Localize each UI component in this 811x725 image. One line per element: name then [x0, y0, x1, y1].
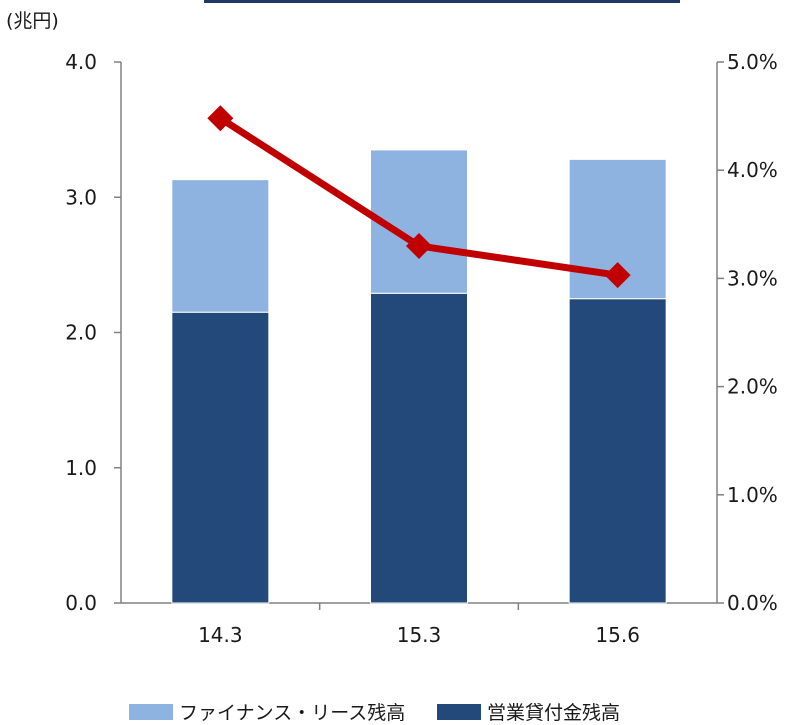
legend-label-operating-loans: 営業貸付金残高: [487, 702, 620, 724]
left-axis-tick-label: 0.0: [65, 591, 97, 615]
right-axis-tick-label: 5.0%: [727, 50, 778, 74]
bar-finance-lease: [568, 158, 667, 300]
left-axis-tick-label: 3.0: [65, 185, 97, 209]
bar-finance-lease: [171, 179, 270, 313]
bar-series-group: [171, 149, 667, 604]
left-axis-tick-label: 1.0: [65, 456, 97, 480]
x-axis: 14.3 15.3 15.6: [121, 602, 717, 647]
right-axis: 0.0% 1.0% 2.0% 3.0% 4.0% 5.0%: [716, 50, 778, 615]
right-axis-tick-label: 4.0%: [727, 158, 778, 182]
right-axis-tick-label: 2.0%: [727, 375, 778, 399]
left-axis: 0.0 1.0 2.0 3.0 4.0: [65, 50, 122, 615]
line-point-marker: [406, 232, 432, 259]
legend-label-finance-lease: ファイナンス・リース残高: [179, 702, 405, 724]
x-axis-tick-label: 14.3: [198, 623, 243, 647]
legend-swatch-operating-loans: [437, 704, 481, 720]
right-axis-tick-label: 0.0%: [727, 591, 778, 615]
x-axis-tick-label: 15.3: [397, 623, 442, 647]
legend: ファイナンス・リース残高 営業貸付金残高: [129, 702, 620, 724]
legend-swatch-finance-lease: [129, 704, 173, 720]
right-axis-tick-label: 1.0%: [727, 483, 778, 507]
x-axis-tick-label: 15.6: [595, 623, 640, 647]
line-point-marker: [604, 262, 631, 289]
bar-operating-loans: [370, 292, 468, 604]
line-point-marker: [207, 105, 234, 132]
bar-operating-loans: [171, 311, 270, 604]
left-axis-unit-label: (兆円): [6, 10, 59, 32]
left-axis-tick-label: 4.0: [65, 50, 97, 74]
top-frame: [204, 0, 680, 3]
line-series-group: [207, 105, 631, 289]
right-axis-tick-label: 3.0%: [727, 266, 778, 290]
bar-operating-loans: [568, 298, 667, 604]
left-axis-tick-label: 2.0: [65, 321, 97, 345]
